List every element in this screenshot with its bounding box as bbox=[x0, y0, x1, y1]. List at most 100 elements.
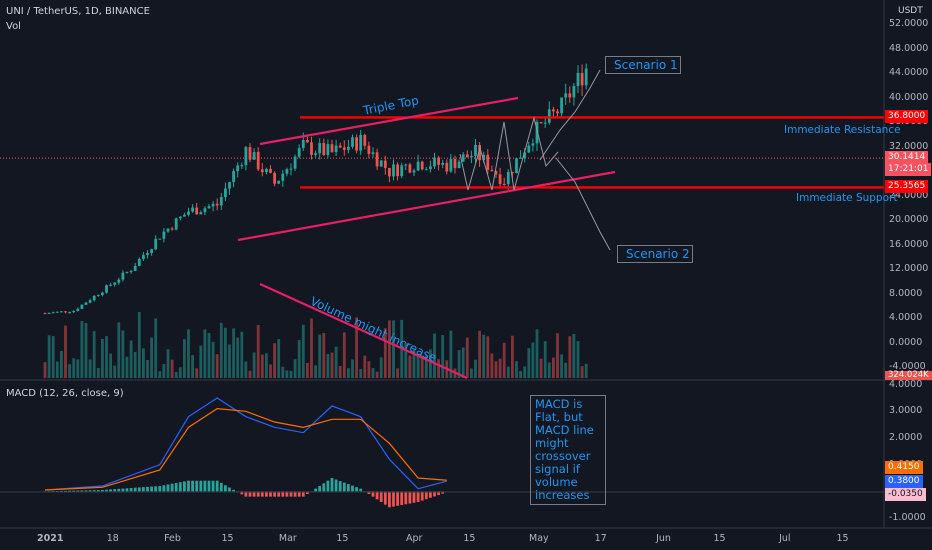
candle-body bbox=[133, 265, 137, 272]
volume-bar bbox=[531, 342, 535, 378]
macd-line-tag: 0.3800 bbox=[885, 475, 923, 488]
immediate-resistance-label[interactable]: Immediate Resistance bbox=[784, 124, 901, 136]
macd-histogram-bar bbox=[178, 482, 182, 492]
volume-bar bbox=[154, 318, 158, 378]
macd-histogram-bar bbox=[170, 483, 174, 492]
scenario1-path[interactable] bbox=[539, 69, 601, 161]
volume-bar bbox=[269, 364, 272, 378]
price-tick-label: -4.0000 bbox=[889, 360, 926, 372]
macd-hist-tag: -0.0350 bbox=[885, 488, 926, 501]
macd-histogram-bar bbox=[420, 491, 424, 501]
candle-body bbox=[449, 158, 453, 172]
macd-tick-label: 4.0000 bbox=[889, 378, 923, 390]
macd-histogram-bar bbox=[334, 479, 338, 492]
volume-bar bbox=[519, 371, 522, 378]
volume-bar bbox=[88, 359, 92, 378]
volume-bar bbox=[248, 370, 252, 378]
volume-bar bbox=[388, 320, 391, 378]
volume-bar bbox=[580, 366, 584, 378]
candle-body bbox=[314, 153, 317, 155]
time-tick-label: 15 bbox=[713, 533, 726, 544]
candle-body bbox=[260, 169, 264, 173]
macd-histogram-bar bbox=[273, 491, 276, 497]
volume-bar bbox=[166, 349, 170, 378]
candle-body bbox=[535, 122, 539, 144]
candle-body bbox=[326, 144, 330, 156]
candle-body bbox=[252, 151, 256, 160]
volume-bar bbox=[240, 331, 244, 378]
volume-bar bbox=[55, 361, 59, 378]
volume-trendline[interactable] bbox=[259, 282, 468, 380]
macd-histogram-bar bbox=[105, 489, 108, 492]
candle-body bbox=[219, 197, 223, 206]
candle-body bbox=[240, 165, 244, 167]
time-tick-label: 17 bbox=[594, 533, 607, 544]
volume-bar bbox=[527, 348, 531, 378]
volume-bar bbox=[265, 353, 268, 378]
scenario1-label[interactable]: Scenario 1 bbox=[605, 56, 681, 74]
channel-upper-trendline[interactable] bbox=[259, 96, 519, 146]
candle-body bbox=[306, 139, 309, 143]
candle-body bbox=[195, 207, 199, 215]
resistance-price-tag: 36.8000 bbox=[885, 110, 929, 124]
macd-histogram-bar bbox=[342, 482, 346, 492]
macd-histogram-bar bbox=[137, 487, 141, 492]
candle-body bbox=[64, 311, 67, 313]
candle-body bbox=[248, 147, 252, 160]
macd-histogram-bar bbox=[400, 491, 404, 506]
candle-body bbox=[482, 154, 486, 161]
volume-bar bbox=[347, 368, 350, 378]
candle-body bbox=[568, 93, 572, 98]
candle-body bbox=[146, 253, 149, 256]
volume-bar bbox=[117, 322, 121, 378]
macd-histogram-bar bbox=[240, 491, 244, 495]
candle-body bbox=[547, 109, 551, 123]
volume-bar bbox=[101, 339, 104, 378]
volume-bar bbox=[367, 361, 371, 378]
macd-histogram-bar bbox=[60, 490, 63, 492]
volume-bar bbox=[236, 337, 240, 378]
volume-bar bbox=[297, 340, 301, 378]
macd-note-box[interactable]: MACD is Flat, but MACD line might crosso… bbox=[530, 395, 606, 505]
macd-histogram-bar bbox=[224, 485, 227, 492]
price-tick-label: 12.0000 bbox=[889, 263, 929, 275]
price-tick-label: 0.0000 bbox=[889, 336, 923, 348]
macd-histogram-bar bbox=[347, 484, 350, 492]
volume-bar bbox=[515, 361, 518, 378]
macd-histogram-bar bbox=[211, 480, 215, 492]
candle-body bbox=[347, 146, 350, 150]
macd-histogram-bar bbox=[84, 490, 88, 492]
volume-bar bbox=[170, 359, 174, 378]
candle-body bbox=[511, 171, 514, 174]
scenario2-path[interactable] bbox=[555, 157, 611, 251]
time-tick-label: 15 bbox=[336, 533, 349, 544]
candle-body bbox=[236, 165, 240, 172]
time-tick-label: Mar bbox=[278, 533, 297, 544]
volume-bar bbox=[146, 360, 149, 378]
zigzag-projection[interactable] bbox=[459, 116, 559, 191]
volume-bar bbox=[232, 328, 235, 378]
macd-histogram-bar bbox=[228, 487, 231, 492]
time-tick-label: Jun bbox=[656, 533, 671, 544]
immediate-support-label[interactable]: Immediate Support bbox=[796, 192, 898, 204]
scenario2-label[interactable]: Scenario 2 bbox=[617, 245, 693, 263]
volume-bar bbox=[84, 322, 88, 378]
channel-lower-trendline[interactable] bbox=[237, 170, 616, 242]
candle-body bbox=[412, 170, 416, 173]
candle-body bbox=[183, 214, 186, 217]
volume-bar bbox=[142, 348, 145, 378]
macd-histogram-bar bbox=[191, 480, 194, 492]
volume-bar bbox=[474, 359, 477, 378]
macd-histogram-bar bbox=[285, 491, 289, 497]
volume-bar bbox=[564, 362, 568, 378]
volume-bar bbox=[535, 329, 539, 378]
macd-histogram-bar bbox=[277, 491, 281, 497]
macd-histogram-bar bbox=[330, 478, 334, 492]
candle-body bbox=[486, 154, 490, 170]
volume-bar bbox=[281, 366, 285, 378]
candle-body bbox=[285, 169, 289, 174]
macd-histogram-bar bbox=[88, 490, 92, 492]
candle-body bbox=[457, 161, 461, 169]
volume-bar bbox=[51, 336, 55, 378]
